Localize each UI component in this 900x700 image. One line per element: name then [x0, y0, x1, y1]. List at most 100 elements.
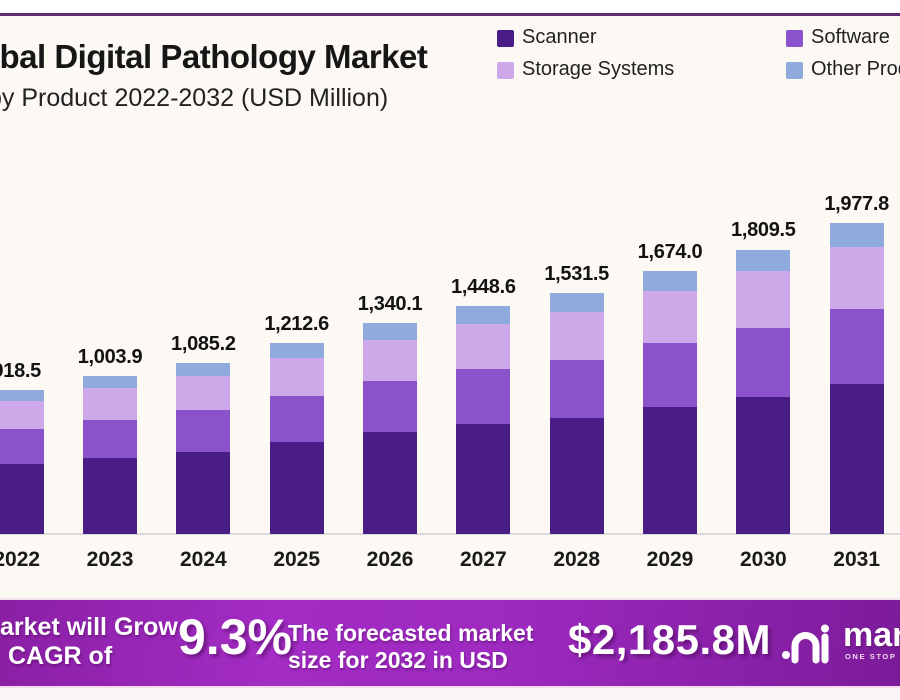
stacked-bar-2027	[456, 306, 511, 534]
bar-segment-scanner-2024	[176, 451, 231, 534]
bar-segment-other-products-2022	[0, 389, 44, 401]
bar-segment-storage-systems-2022	[0, 400, 44, 430]
bar-segment-scanner-2023	[83, 457, 138, 534]
bar-segment-scanner-2028	[549, 417, 604, 534]
legend-label: Scanner	[522, 26, 597, 48]
bar-segment-other-products-2027	[456, 306, 511, 324]
bar-segment-other-products-2026	[363, 323, 418, 340]
bar-segment-software-2027	[456, 369, 511, 425]
stacked-bar-2026	[363, 323, 418, 534]
market-us-logo-tagline: ONE STOP SHOP	[845, 652, 900, 661]
stacked-bar-2023	[83, 376, 138, 534]
forecast-market-size-value: $2,185.8M	[568, 616, 771, 663]
bar-segment-storage-systems-2024	[176, 376, 231, 411]
bar-segment-software-2028	[549, 359, 604, 418]
legend-item-scanner: Scanner	[0, 0, 900, 48]
stacked-bar-2028	[549, 293, 604, 534]
legend-label: Software	[811, 26, 890, 48]
bar-segment-other-products-2025	[269, 343, 324, 358]
bar-segment-other-products-2024	[176, 363, 231, 377]
bar-segment-scanner-2022	[0, 464, 44, 534]
bar-segment-scanner-2025	[269, 441, 324, 534]
bar-segment-other-products-2030	[736, 249, 791, 272]
bar-segment-other-products-2028	[549, 293, 604, 312]
stacked-bar-2029	[643, 270, 697, 534]
x-axis-tick-2023: 2023	[86, 548, 134, 571]
storage-systems-swatch-icon	[497, 62, 514, 79]
x-axis-baseline	[0, 533, 900, 535]
legend-item-other-products: Other Products	[0, 58, 900, 80]
bar-segment-scanner-2029	[643, 407, 697, 534]
bar-segment-software-2023	[83, 419, 138, 458]
bar-segment-scanner-2026	[363, 432, 418, 534]
top-border-rule	[0, 13, 900, 16]
bar-value-label-2024: 1,085.2	[171, 333, 236, 356]
market-us-logo-icon	[781, 622, 833, 669]
stacked-bar-2031	[829, 223, 884, 534]
x-axis-tick-2022: 2022	[0, 548, 41, 571]
top-white-strip	[0, 0, 900, 13]
forecast-text-line2: size for 2032 in USD	[288, 647, 508, 673]
market-us-logo-text: market.us	[843, 616, 900, 654]
bar-segment-storage-systems-2026	[363, 339, 418, 382]
bar-value-label-2025: 1,212.6	[264, 313, 329, 336]
bar-segment-storage-systems-2028	[549, 311, 604, 360]
bar-segment-scanner-2027	[456, 424, 511, 534]
bar-segment-storage-systems-2031	[829, 246, 884, 309]
bar-segment-software-2024	[176, 410, 231, 452]
forecast-text-line1: The forecasted market	[288, 620, 534, 646]
legend-label: Other Products	[811, 58, 900, 80]
bar-segment-software-2022	[0, 429, 44, 465]
bar-segment-storage-systems-2030	[736, 271, 791, 328]
x-axis-tick-2024: 2024	[180, 548, 227, 571]
x-axis-tick-2029: 2029	[646, 548, 694, 571]
x-axis-tick-2026: 2026	[366, 548, 414, 571]
bar-value-label-2027: 1,448.6	[451, 276, 516, 299]
page-title: Global Digital Pathology Market	[0, 38, 428, 75]
bar-segment-storage-systems-2023	[83, 388, 138, 420]
bar-value-label-2028: 1,531.5	[544, 263, 609, 286]
cagr-value: 9.3%	[178, 609, 292, 665]
bar-segment-software-2031	[829, 308, 884, 385]
x-axis-tick-2031: 2031	[833, 548, 881, 571]
legend-item-storage-systems: Storage Systems	[0, 40, 900, 80]
banner-left-text-line1: arket will Grow	[0, 613, 178, 641]
page-subtitle: by Product 2022-2032 (USD Million)	[0, 84, 389, 112]
bar-segment-storage-systems-2027	[456, 323, 511, 369]
stacked-bar-2030	[736, 249, 791, 534]
bar-segment-software-2029	[643, 343, 697, 408]
software-swatch-icon	[786, 30, 803, 47]
stacked-bar-2022	[0, 389, 44, 534]
banner-left-text-line2: CAGR of	[8, 642, 113, 670]
bottom-white-strip	[0, 688, 900, 700]
bar-segment-storage-systems-2025	[269, 358, 324, 396]
bar-segment-storage-systems-2029	[643, 291, 697, 344]
bar-value-label-2029: 1,674.0	[637, 240, 703, 263]
bar-segment-software-2025	[269, 395, 324, 442]
bottom-banner: arket will Grow CAGR of 9.3% The forecas…	[0, 598, 900, 688]
bar-segment-other-products-2023	[83, 376, 138, 389]
stacked-bar-2025	[269, 343, 324, 534]
bar-value-label-2022: 918.5	[0, 359, 41, 382]
bar-segment-scanner-2031	[829, 384, 884, 534]
legend: Scanner Software Storage Systems Other P…	[0, 0, 900, 80]
x-axis-tick-2025: 2025	[273, 548, 321, 571]
x-axis-tick-2030: 2030	[739, 548, 787, 571]
scanner-swatch-icon	[497, 30, 514, 47]
x-axis-tick-2028: 2028	[553, 548, 601, 571]
bar-value-label-2030: 1,809.5	[731, 219, 796, 242]
bar-value-label-2031: 1,977.8	[824, 193, 889, 215]
bar-segment-software-2030	[736, 327, 791, 397]
bar-segment-scanner-2030	[736, 396, 791, 534]
stacked-bar-2024	[176, 363, 231, 534]
bar-segment-other-products-2029	[643, 270, 697, 292]
bar-value-label-2026: 1,340.1	[357, 293, 423, 316]
bar-segment-other-products-2031	[829, 223, 884, 247]
x-axis-tick-2027: 2027	[459, 548, 507, 571]
bar-segment-software-2026	[363, 381, 418, 433]
legend-label: Storage Systems	[522, 58, 675, 80]
bar-value-label-2023: 1,003.9	[77, 346, 143, 369]
other-products-swatch-icon	[786, 62, 803, 79]
